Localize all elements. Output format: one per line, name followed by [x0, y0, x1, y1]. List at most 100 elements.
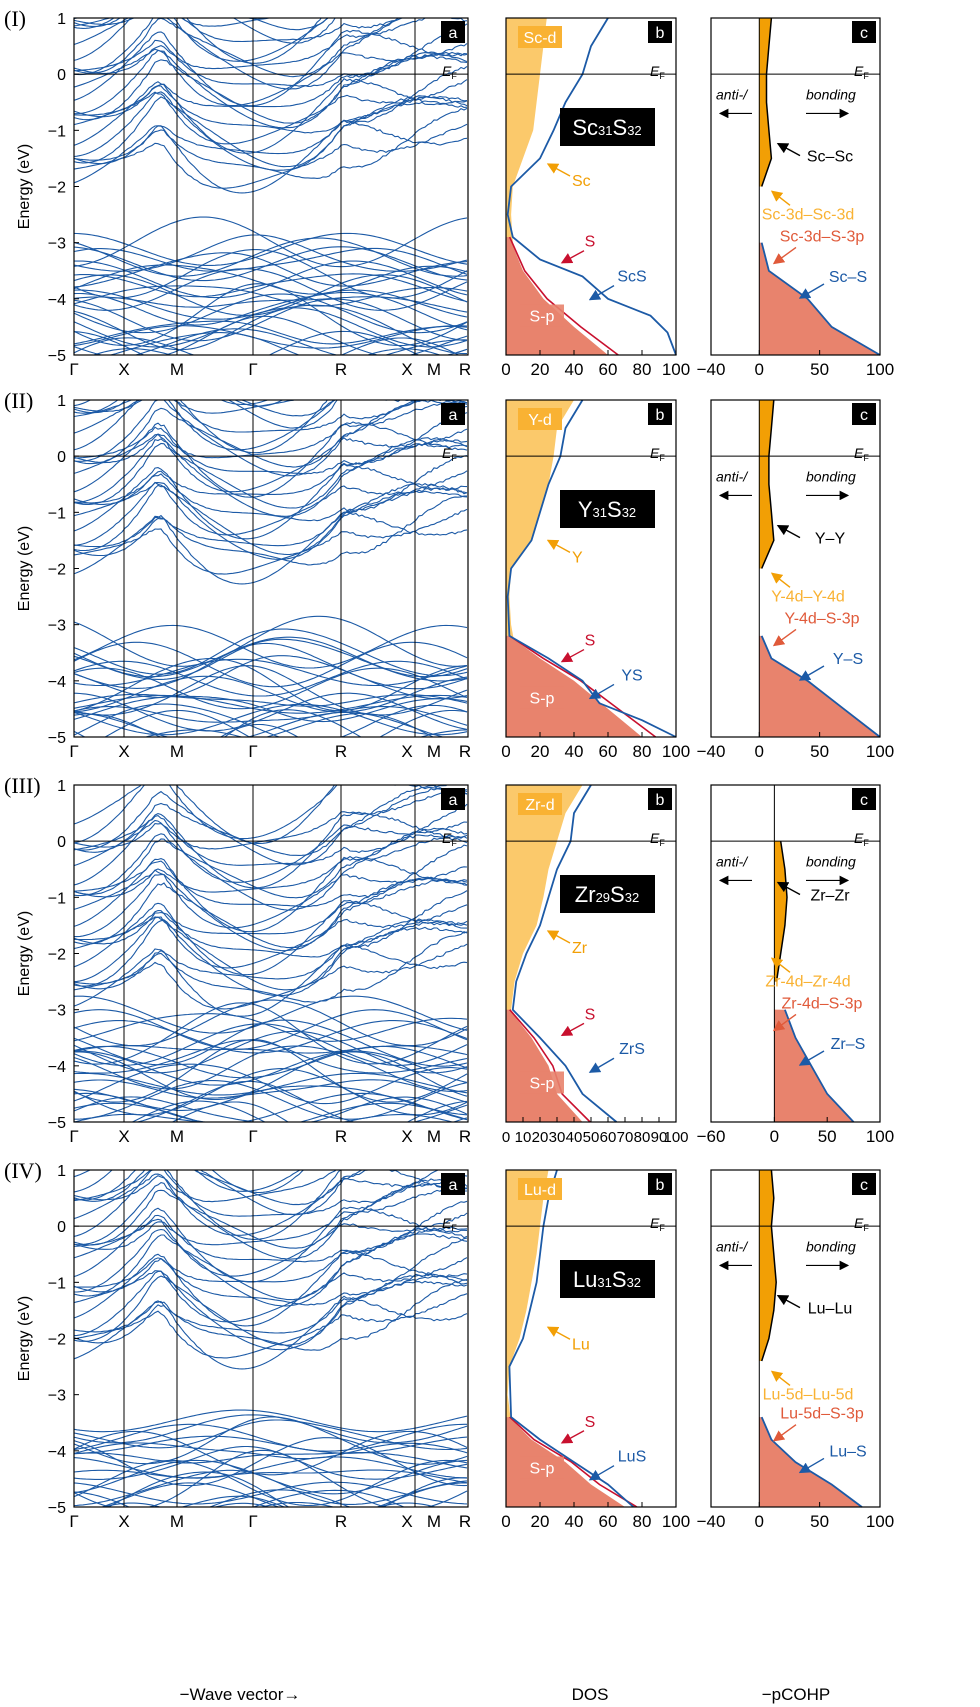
- fermi-label: EF: [854, 63, 869, 81]
- s-p-label-bg: [520, 686, 564, 709]
- band-line: [74, 705, 468, 726]
- band-line: [74, 1459, 468, 1495]
- formula-box: [560, 875, 655, 913]
- band-line: [74, 495, 467, 566]
- metal-d-label: Sc-d: [524, 30, 557, 47]
- formula-element: S: [607, 497, 622, 522]
- anti-bonding-label: anti-/: [716, 853, 749, 869]
- formula-element: Zr: [575, 882, 596, 907]
- band-line: [74, 246, 468, 282]
- s-dos-line: [509, 635, 657, 738]
- kpoint-label: M: [170, 742, 184, 761]
- band-line: [74, 855, 468, 933]
- band-line: [74, 1469, 468, 1507]
- band-line: [74, 273, 468, 303]
- band-line: [74, 293, 468, 334]
- x-tick-label: 100: [866, 1127, 894, 1146]
- x-tick-label: 0: [755, 1512, 764, 1531]
- dos-x-axis-title: DOS: [572, 1685, 609, 1704]
- band-line: [74, 1023, 468, 1066]
- formula-subscript: 32: [627, 123, 641, 138]
- x-tick-label: 100: [662, 360, 690, 379]
- y-tick-label: −3: [48, 618, 66, 635]
- total-dos-label: LuS: [618, 1449, 646, 1466]
- band-lines: [74, 785, 468, 1122]
- x-tick-label: 20: [531, 742, 550, 761]
- dos-frame: [505, 399, 677, 738]
- band-line: [74, 1459, 468, 1507]
- band-line: [74, 291, 468, 331]
- band-line: [74, 904, 468, 969]
- metal-d-label-bg: [518, 1178, 562, 1200]
- band-line: [74, 1039, 468, 1103]
- subplot-letter: a: [449, 407, 458, 424]
- band-line: [74, 655, 468, 700]
- subplot-letter: c: [860, 1177, 868, 1194]
- y-tick-label: 1: [57, 778, 66, 795]
- band-line: [74, 1437, 468, 1487]
- subplot-letter: b: [656, 407, 665, 424]
- subplot-letter-box: [648, 788, 672, 810]
- s-dos-arrow: [560, 648, 585, 663]
- band-line: [74, 252, 468, 288]
- y-tick-label: −1: [48, 890, 66, 907]
- fermi-label-sub: F: [863, 838, 869, 848]
- y-tick-label: −5: [48, 1500, 66, 1517]
- metal-metal-cohp-line: [760, 1169, 777, 1362]
- band-line: [74, 400, 417, 433]
- metal-dos-arrow: [546, 539, 571, 554]
- metal-metal-arrow: [776, 142, 801, 157]
- y-tick-label: −4: [48, 1444, 66, 1461]
- kpoint-label: M: [427, 1127, 441, 1146]
- band-line: [74, 43, 468, 107]
- band-line: [74, 803, 468, 866]
- x-tick-label: 100: [662, 1512, 690, 1531]
- band-line: [74, 1274, 468, 1344]
- y-tick-label: −2: [48, 562, 66, 579]
- fermi-label: EF: [854, 830, 869, 848]
- band-line: [219, 723, 299, 737]
- formula-subscript: 32: [625, 890, 639, 905]
- band-line: [74, 428, 468, 493]
- kpoint-label: R: [459, 1512, 471, 1531]
- kpoint-label: Γ: [248, 742, 257, 761]
- band-line: [74, 1173, 468, 1236]
- band-line: [74, 65, 468, 134]
- band-line: [74, 1456, 468, 1479]
- band-line: [74, 1013, 468, 1042]
- band-line: [74, 283, 468, 347]
- metal-s-cohp-line: [760, 1416, 863, 1508]
- formula-subscript: 32: [622, 505, 636, 520]
- band-line: [74, 1226, 468, 1293]
- x-tick-label: 40: [565, 1512, 584, 1531]
- x-tick-label: 0: [755, 742, 764, 761]
- band-line: [74, 400, 468, 477]
- metal-s-cohp-area: [759, 242, 880, 355]
- fermi-label: EF: [442, 830, 457, 848]
- s-dos-line: [508, 236, 619, 356]
- dp-label: Zr-4d–S-3p: [782, 995, 863, 1012]
- band-line: [74, 400, 335, 417]
- band-line: [180, 1495, 286, 1507]
- kpoint-label: M: [427, 1512, 441, 1531]
- band-line: [74, 641, 468, 688]
- band-frame: [73, 17, 469, 356]
- fermi-label: EF: [650, 445, 665, 463]
- x-tick-label: 0: [501, 1512, 510, 1531]
- band-line: [74, 320, 468, 345]
- kpoint-label: Γ: [69, 360, 78, 379]
- kpoint-label: X: [401, 742, 412, 761]
- formula-subscript: 31: [593, 505, 607, 520]
- x-tick-label: 0: [501, 742, 510, 761]
- dd-label: Sc-3d–Sc-3d: [762, 206, 855, 223]
- subplot-letter: c: [860, 25, 868, 42]
- x-tick-label: −40: [697, 360, 726, 379]
- total-dos-arrow: [588, 683, 615, 700]
- metal-s-cohp-area: [759, 1417, 862, 1507]
- s-p-label: S-p: [530, 1075, 555, 1092]
- x-tick-label: 50: [810, 360, 829, 379]
- subplot-letter-box: [441, 21, 465, 43]
- band-line: [74, 18, 270, 27]
